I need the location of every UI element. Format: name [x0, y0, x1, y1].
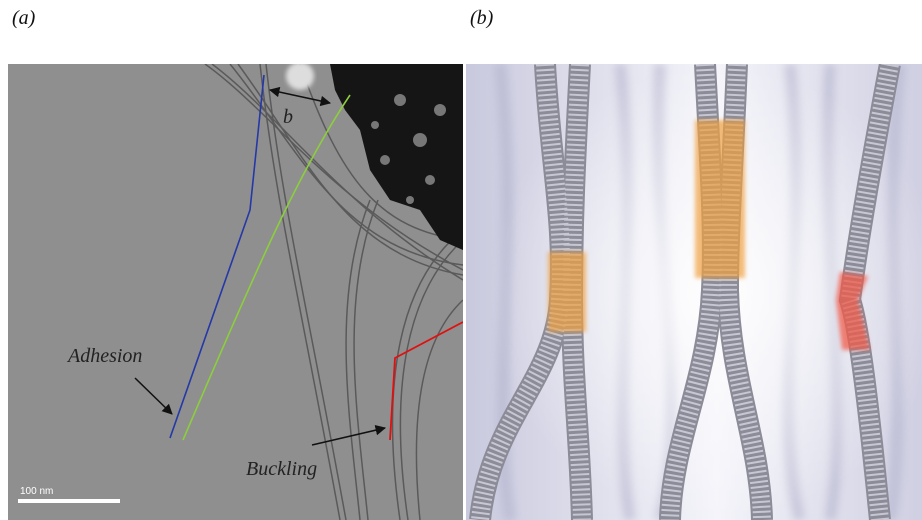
shape — [434, 104, 446, 116]
tem-image — [8, 62, 463, 520]
panel-label: (a) — [12, 7, 36, 29]
figure: (a) (b) b Adhesion Buckling 100 nm — [0, 0, 922, 520]
annotation: Adhesion — [66, 345, 142, 367]
shape — [425, 175, 435, 185]
annotation: b — [283, 106, 293, 128]
scale-bar-label: 100 nm — [20, 486, 53, 497]
shape — [371, 121, 379, 129]
schematic — [466, 64, 922, 520]
shape — [18, 499, 120, 503]
shape — [380, 155, 390, 165]
adhesion-highlight — [548, 252, 586, 332]
shape — [413, 133, 427, 147]
annotation: Buckling — [246, 458, 317, 480]
shape — [394, 94, 406, 106]
panel-label: (b) — [470, 7, 494, 29]
shape — [286, 62, 314, 90]
shape — [406, 196, 414, 204]
adhesion-highlight — [695, 120, 745, 278]
